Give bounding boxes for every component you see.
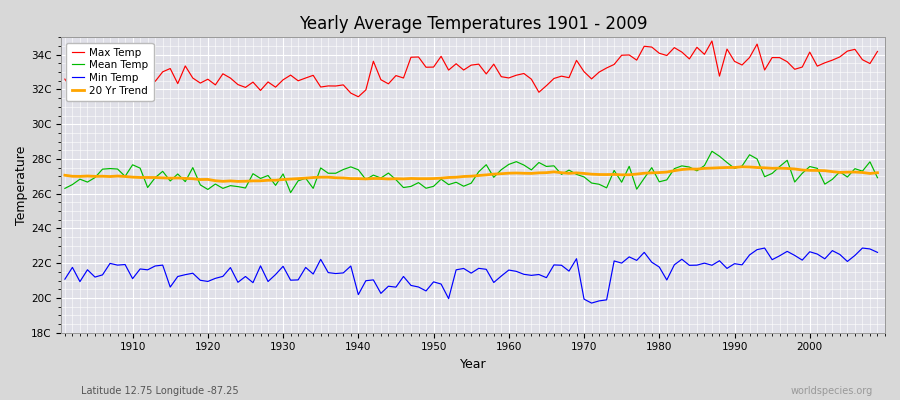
- Max Temp: [706, 39, 717, 44]
- Min Temp: [59, 277, 70, 282]
- Line: Mean Temp: Mean Temp: [65, 151, 878, 193]
- Mean Temp: [872, 175, 883, 180]
- 20 Yr Trend: [338, 176, 348, 180]
- 20 Yr Trend: [601, 172, 612, 177]
- Min Temp: [330, 271, 341, 276]
- 20 Yr Trend: [120, 174, 130, 179]
- Y-axis label: Temperature: Temperature: [15, 145, 28, 225]
- 20 Yr Trend: [59, 173, 70, 178]
- 20 Yr Trend: [872, 170, 883, 175]
- Legend: Max Temp, Mean Temp, Min Temp, 20 Yr Trend: Max Temp, Mean Temp, Min Temp, 20 Yr Tre…: [67, 42, 154, 101]
- Mean Temp: [59, 186, 70, 191]
- Mean Temp: [285, 190, 296, 195]
- Title: Yearly Average Temperatures 1901 - 2009: Yearly Average Temperatures 1901 - 2009: [299, 15, 647, 33]
- Max Temp: [872, 49, 883, 54]
- Mean Temp: [601, 186, 612, 190]
- Max Temp: [330, 84, 341, 88]
- Min Temp: [857, 246, 868, 250]
- Mean Temp: [503, 162, 514, 167]
- Mean Temp: [338, 167, 348, 172]
- Max Temp: [503, 76, 514, 80]
- 20 Yr Trend: [503, 171, 514, 176]
- Mean Temp: [292, 178, 303, 183]
- Text: Latitude 12.75 Longitude -87.25: Latitude 12.75 Longitude -87.25: [81, 386, 239, 396]
- 20 Yr Trend: [292, 176, 303, 181]
- Min Temp: [285, 278, 296, 282]
- Mean Temp: [511, 159, 522, 164]
- 20 Yr Trend: [736, 164, 747, 169]
- Line: Max Temp: Max Temp: [65, 41, 878, 97]
- Line: Min Temp: Min Temp: [65, 248, 878, 303]
- Min Temp: [120, 262, 130, 267]
- X-axis label: Year: Year: [460, 358, 486, 371]
- Text: worldspecies.org: worldspecies.org: [791, 386, 873, 396]
- Min Temp: [503, 268, 514, 272]
- Min Temp: [601, 298, 612, 302]
- Max Temp: [353, 94, 364, 99]
- Min Temp: [586, 301, 597, 306]
- Min Temp: [872, 250, 883, 255]
- Max Temp: [285, 73, 296, 78]
- Min Temp: [496, 274, 507, 278]
- Max Temp: [601, 66, 612, 70]
- Mean Temp: [706, 149, 717, 154]
- Max Temp: [59, 77, 70, 82]
- Line: 20 Yr Trend: 20 Yr Trend: [65, 167, 878, 182]
- 20 Yr Trend: [511, 171, 522, 176]
- Max Temp: [120, 67, 130, 72]
- Max Temp: [511, 73, 522, 78]
- Mean Temp: [120, 174, 130, 179]
- 20 Yr Trend: [232, 179, 243, 184]
